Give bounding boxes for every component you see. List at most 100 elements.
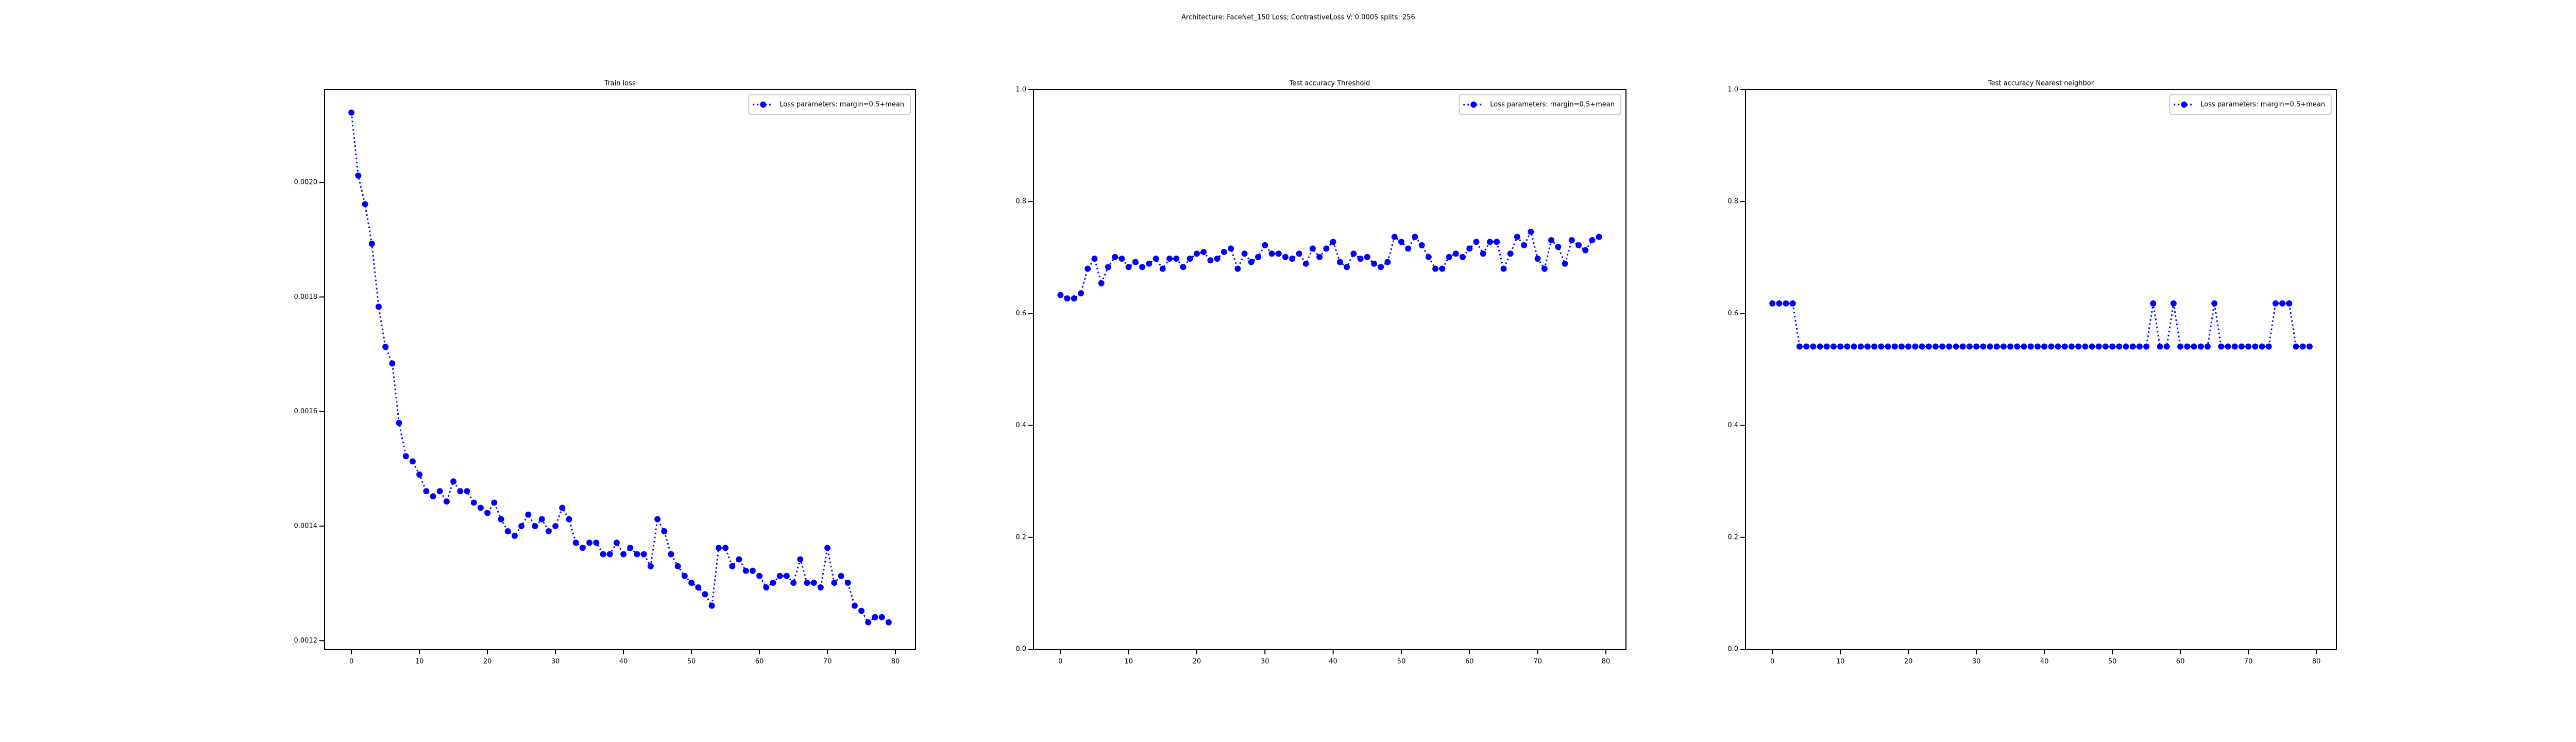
data-point bbox=[1939, 343, 1946, 350]
x-tick-label: 60 bbox=[755, 658, 764, 666]
data-point bbox=[1200, 248, 1207, 255]
data-point bbox=[1925, 343, 1932, 350]
data-point bbox=[1364, 254, 1370, 260]
y-tick-label: 0.8 bbox=[1727, 198, 1738, 206]
data-point bbox=[1228, 245, 1234, 252]
data-point bbox=[1912, 343, 1919, 350]
data-point bbox=[613, 539, 620, 546]
data-point bbox=[790, 580, 797, 586]
data-point bbox=[1486, 239, 1493, 245]
data-point bbox=[362, 201, 368, 208]
data-point bbox=[661, 528, 668, 535]
data-point bbox=[1568, 237, 1575, 244]
data-point bbox=[1105, 264, 1111, 271]
data-point bbox=[1248, 259, 1255, 265]
axes-frame bbox=[1033, 89, 1626, 650]
x-tick-label: 60 bbox=[2176, 658, 2185, 666]
data-point bbox=[552, 523, 559, 530]
data-point bbox=[763, 584, 770, 591]
data-point bbox=[464, 488, 470, 495]
data-point bbox=[2116, 343, 2123, 350]
data-point bbox=[1769, 300, 1776, 307]
data-point bbox=[586, 539, 593, 546]
data-point bbox=[2129, 343, 2136, 350]
data-point bbox=[2259, 343, 2265, 350]
data-point bbox=[1783, 300, 1789, 307]
data-point bbox=[396, 419, 402, 426]
data-point bbox=[885, 619, 892, 626]
data-point bbox=[2211, 300, 2218, 307]
data-point bbox=[348, 109, 355, 116]
data-point bbox=[2089, 343, 2095, 350]
data-point bbox=[708, 602, 715, 609]
data-point bbox=[729, 563, 736, 569]
data-point bbox=[1077, 290, 1084, 297]
data-point bbox=[2000, 343, 2007, 350]
data-point bbox=[2109, 343, 2116, 350]
data-point bbox=[416, 471, 423, 478]
data-point bbox=[783, 572, 790, 579]
data-point bbox=[430, 493, 436, 500]
data-point bbox=[511, 532, 518, 539]
data-point bbox=[368, 241, 375, 247]
data-point bbox=[1132, 259, 1139, 265]
data-point bbox=[1378, 264, 1384, 271]
axes-title: Train loss bbox=[604, 80, 636, 88]
data-point bbox=[1548, 237, 1555, 244]
data-point bbox=[579, 545, 586, 551]
data-point bbox=[1932, 343, 1939, 350]
data-point bbox=[1173, 255, 1180, 262]
axes-background bbox=[325, 90, 916, 649]
data-point bbox=[1166, 255, 1173, 262]
data-point bbox=[1494, 239, 1500, 245]
data-point bbox=[2082, 343, 2089, 350]
data-point bbox=[1891, 343, 1898, 350]
data-point bbox=[858, 608, 865, 614]
data-point bbox=[851, 602, 858, 609]
data-point bbox=[2021, 343, 2027, 350]
data-point bbox=[1562, 260, 1568, 267]
data-point bbox=[838, 572, 844, 579]
data-point bbox=[1418, 242, 1425, 248]
x-tick-label: 50 bbox=[2108, 658, 2117, 666]
data-point bbox=[1146, 260, 1153, 267]
data-point bbox=[498, 516, 504, 522]
x-tick-label: 70 bbox=[823, 658, 832, 666]
data-point bbox=[1980, 343, 1987, 350]
data-point bbox=[1541, 265, 1548, 272]
data-point bbox=[2184, 343, 2191, 350]
y-tick-label: 0.8 bbox=[1015, 198, 1026, 206]
data-point bbox=[872, 614, 878, 620]
data-point bbox=[1125, 264, 1132, 271]
data-point bbox=[1851, 343, 1857, 350]
data-point bbox=[1966, 343, 1973, 350]
data-point bbox=[2231, 343, 2238, 350]
data-point bbox=[1446, 254, 1452, 260]
x-tick-label: 20 bbox=[1193, 658, 1201, 666]
data-point bbox=[2238, 343, 2245, 350]
data-point bbox=[1864, 343, 1871, 350]
data-point bbox=[627, 545, 634, 551]
data-point bbox=[817, 584, 824, 591]
data-point bbox=[1057, 292, 1064, 298]
data-point bbox=[593, 539, 600, 546]
data-point bbox=[1221, 248, 1227, 255]
legend-swatch-marker bbox=[760, 102, 767, 108]
data-point bbox=[2150, 300, 2157, 307]
data-point bbox=[566, 516, 572, 522]
legend: Loss parameters: margin=0.5+mean bbox=[748, 94, 911, 115]
data-point bbox=[436, 488, 443, 495]
data-point bbox=[1207, 257, 1214, 264]
data-point bbox=[1084, 265, 1091, 272]
data-point bbox=[688, 580, 695, 586]
data-point bbox=[2102, 343, 2109, 350]
data-point bbox=[620, 551, 627, 558]
x-tick-label: 20 bbox=[483, 658, 492, 666]
data-point bbox=[1466, 245, 1473, 252]
data-point bbox=[1973, 343, 1980, 350]
axes-frame bbox=[324, 89, 916, 650]
y-tick-label: 0.0018 bbox=[294, 293, 318, 301]
legend-label: Loss parameters: margin=0.5+mean bbox=[779, 101, 904, 109]
data-point bbox=[1193, 250, 1200, 257]
data-point bbox=[844, 580, 851, 586]
